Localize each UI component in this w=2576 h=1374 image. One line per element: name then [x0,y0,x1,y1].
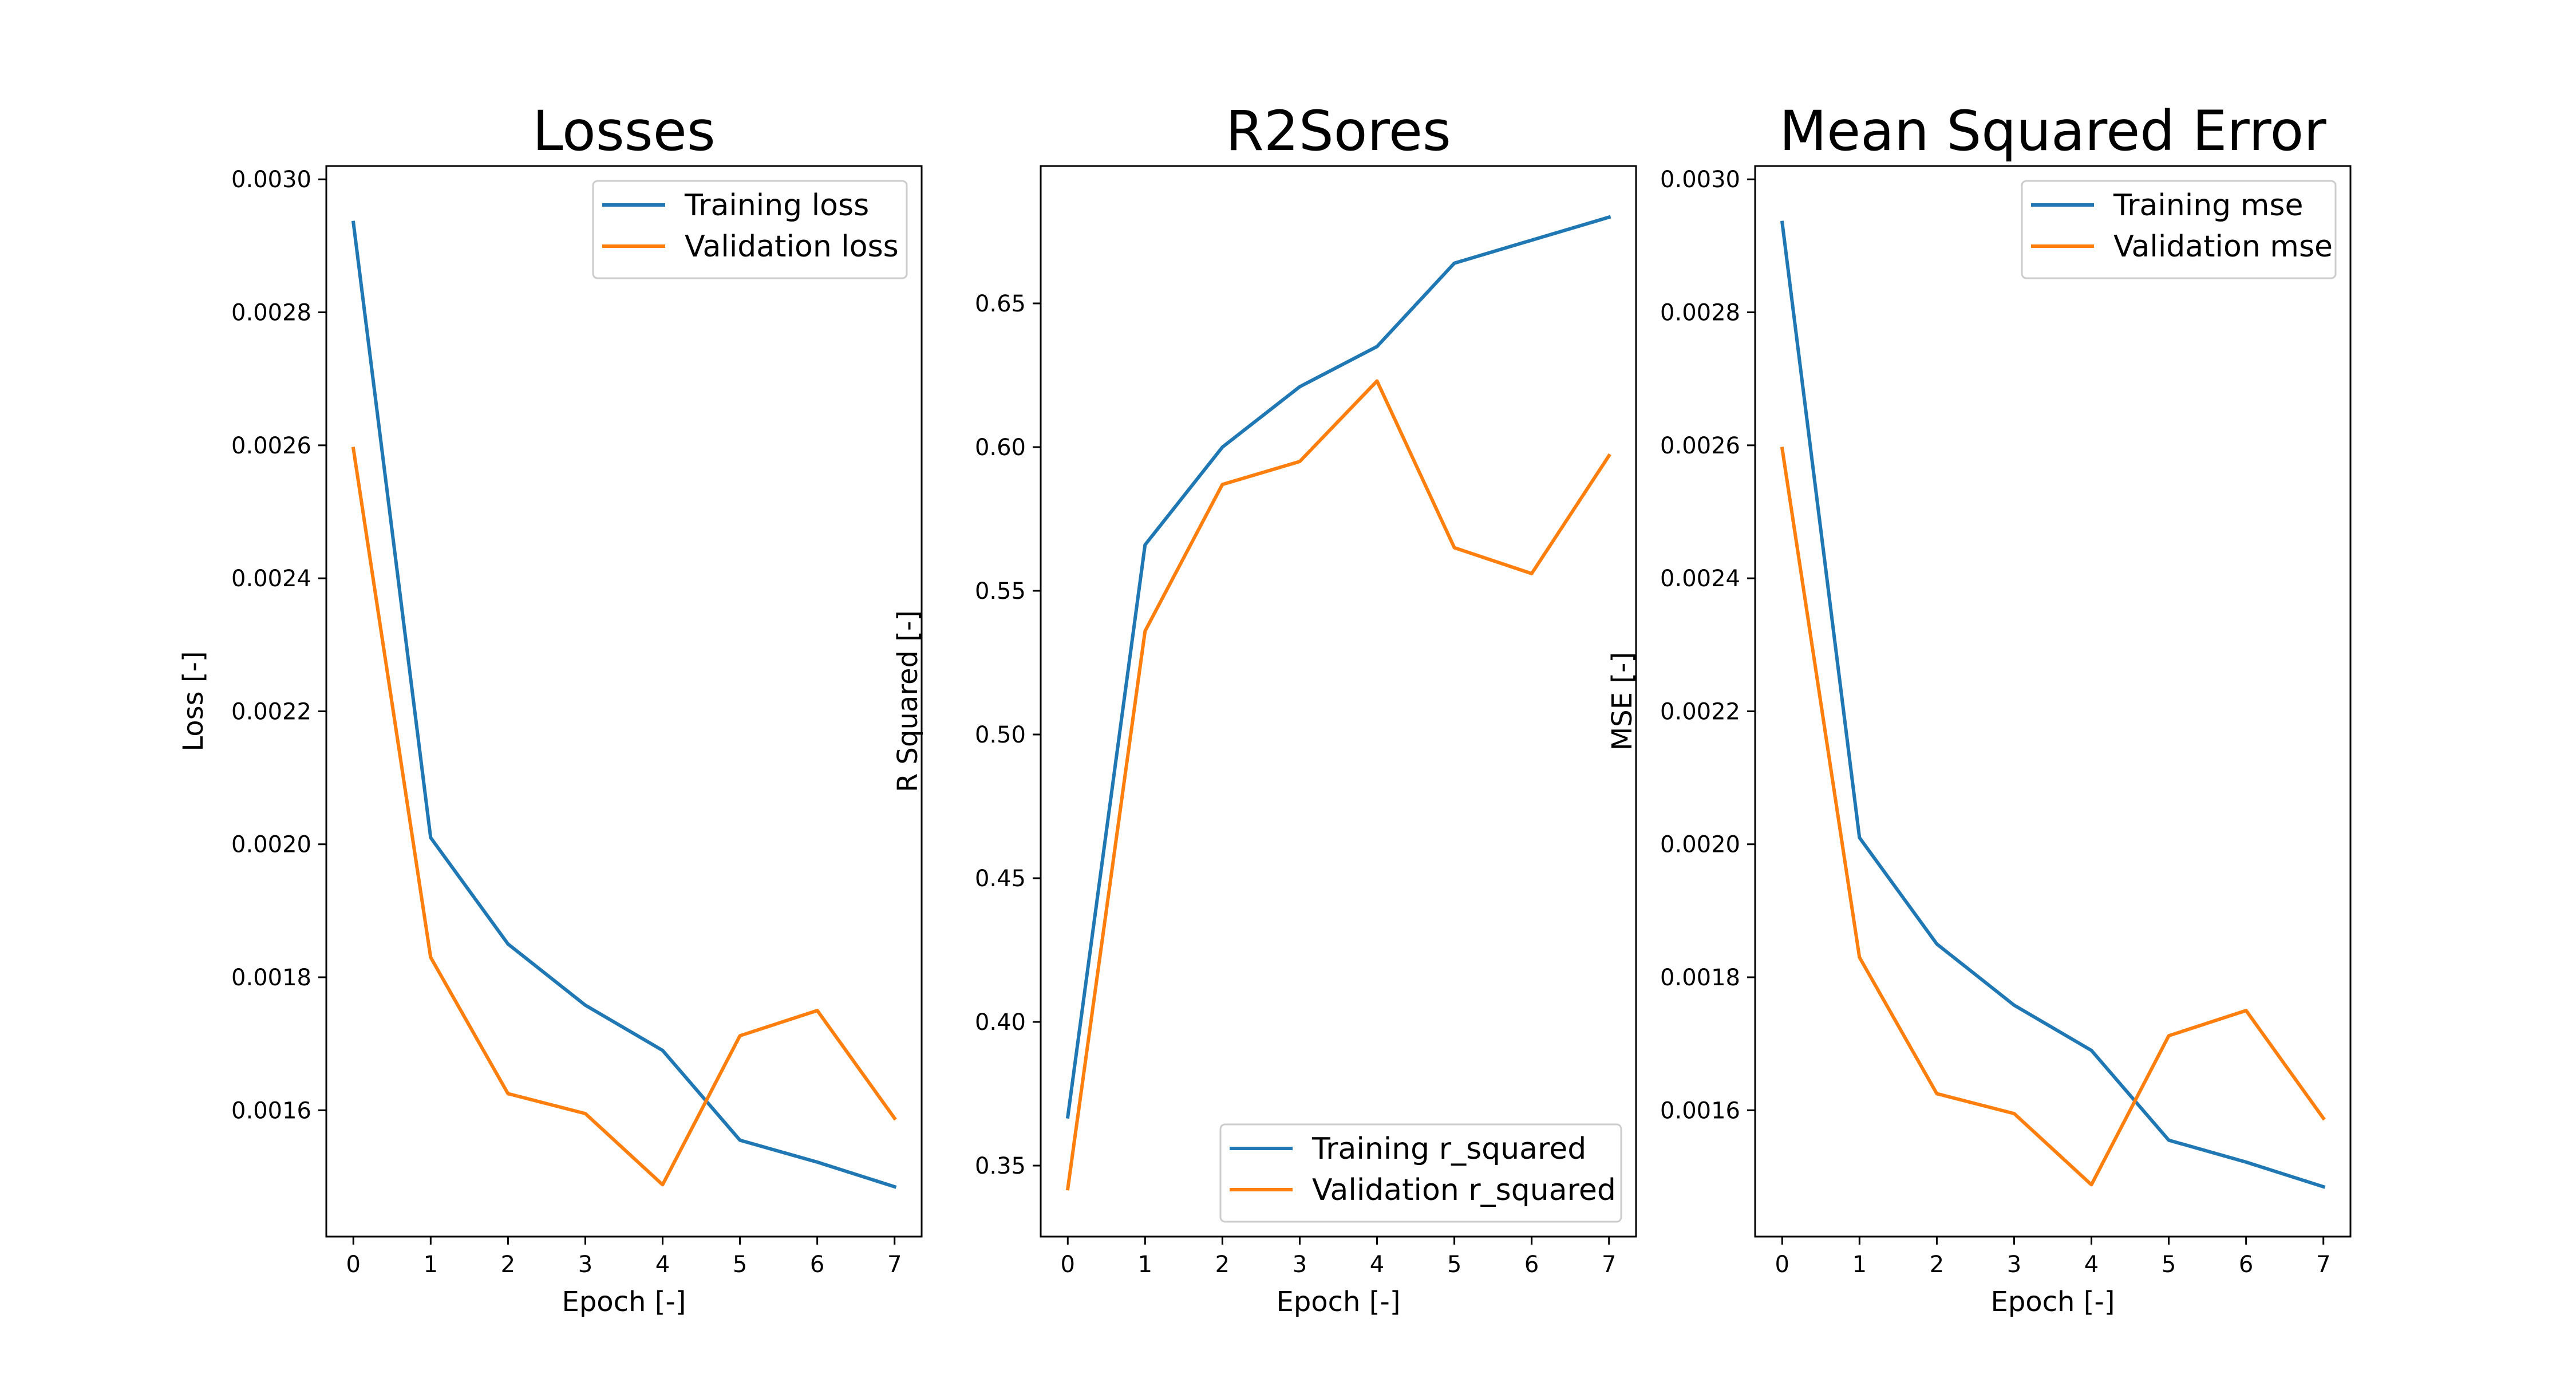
y-tick-label: 0.0028 [1660,300,1740,326]
series-line-0 [351,220,897,1189]
x-tick-label: 3 [1293,1251,1307,1278]
chart-0: Losses 0 1 2 3 4 5 6 7 0.0016 0.0018 0.0020 0.0022 0.… [177,99,923,1318]
x-tick-label: 2 [501,1251,515,1278]
x-tick-label: 7 [1602,1251,1616,1278]
x-axis-label: Epoch [-] [1990,1286,2115,1318]
y-tick-label: 0.0018 [1660,965,1740,991]
y-tick-label: 0.0024 [1660,566,1740,592]
x-tick-label: 6 [810,1251,824,1278]
legend-label: Training mse [2113,188,2303,223]
legend-label: Training loss [684,188,869,223]
legend-label: Training r_squared [1311,1132,1586,1166]
series-line-1 [1780,447,2326,1187]
y-tick-label: 0.0018 [231,965,311,991]
y-tick-label: 0.65 [975,291,1026,317]
series-line-1 [1065,379,1611,1191]
x-tick-label: 2 [1930,1251,1944,1278]
x-tick-label: 3 [2007,1251,2021,1278]
y-tick-label: 0.0022 [1660,698,1740,725]
y-tick-label: 0.45 [975,866,1026,892]
series-line-0 [1780,220,2326,1189]
axes-frame [325,165,923,1238]
y-tick-label: 0.0030 [1660,167,1740,193]
y-tick-label: 0.0026 [1660,433,1740,459]
legend-label: Validation r_squared [1312,1173,1616,1207]
axes-frame [1040,165,1637,1238]
x-tick-label: 7 [887,1251,902,1278]
x-tick-label: 6 [1524,1251,1539,1278]
y-tick-label: 0.0020 [1660,832,1740,858]
x-tick-label: 3 [578,1251,592,1278]
chart-title: R2Sores [1226,99,1451,163]
x-tick-label: 4 [655,1251,670,1278]
x-tick-label: 0 [346,1251,361,1278]
legend-box [592,180,908,279]
y-tick-label: 0.40 [975,1009,1026,1036]
x-tick-label: 7 [2316,1251,2330,1278]
y-tick-label: 0.60 [975,435,1026,461]
chart-title: Losses [532,99,716,163]
chart-1: R2Sores 0 1 2 3 4 5 6 7 0.35 0.40 0.45 0.50 0.55 0.60 0… [892,99,1637,1318]
x-axis-label: Epoch [-] [1276,1286,1400,1318]
y-tick-label: 0.50 [975,722,1026,748]
x-tick-label: 5 [2162,1251,2176,1278]
chart-2: Mean Squared Error 0 1 2 3 4 5 6 7 0.0016 0.0018 0.… [1606,99,2352,1318]
legend: Training r_squared Validation r_squared [1219,1123,1622,1223]
series-line-1 [351,447,897,1187]
y-tick-label: 0.0020 [231,832,311,858]
x-tick-label: 1 [424,1251,438,1278]
y-tick-label: 0.0028 [231,300,311,326]
y-tick-label: 0.55 [975,578,1026,605]
chart-title: Mean Squared Error [1779,99,2326,163]
legend-box [1219,1123,1622,1223]
axes-frame [1754,165,2352,1238]
y-axis-label: R Squared [-] [892,610,924,792]
x-tick-label: 1 [1852,1251,1867,1278]
x-tick-label: 4 [2084,1251,2099,1278]
series-line-0 [1065,215,1611,1119]
y-tick-label: 0.0026 [231,433,311,459]
x-tick-label: 6 [2239,1251,2253,1278]
x-axis-label: Epoch [-] [562,1286,686,1318]
y-tick-label: 0.35 [975,1153,1026,1179]
x-tick-label: 5 [1447,1251,1461,1278]
y-axis-label: Loss [-] [177,651,210,751]
x-tick-label: 5 [733,1251,747,1278]
x-tick-label: 0 [1061,1251,1075,1278]
legend-box [2021,180,2337,279]
legend: Training mse Validation mse [2021,180,2337,279]
y-tick-label: 0.0016 [1660,1097,1740,1124]
legend-label: Validation loss [685,230,899,264]
y-axis-label: MSE [-] [1606,652,1638,751]
y-tick-label: 0.0024 [231,566,311,592]
x-tick-label: 1 [1138,1251,1152,1278]
y-tick-label: 0.0022 [231,698,311,725]
x-tick-label: 2 [1215,1251,1230,1278]
x-tick-label: 0 [1775,1251,1789,1278]
y-tick-label: 0.0030 [231,167,311,193]
x-tick-label: 4 [1370,1251,1384,1278]
legend-label: Validation mse [2113,230,2333,264]
y-tick-label: 0.0016 [231,1097,311,1124]
legend: Training loss Validation loss [592,180,908,279]
